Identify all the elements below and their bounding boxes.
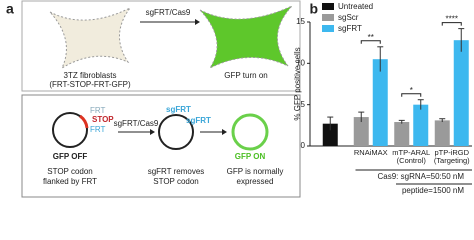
- site-label: FRT: [90, 106, 106, 115]
- state: GFP ON: [235, 152, 266, 161]
- y-axis-label: % GFP positive cells: [293, 47, 302, 120]
- legend-label: Untreated: [338, 2, 373, 11]
- site-label: FRT: [90, 125, 106, 134]
- note: peptide=1500 nM: [402, 186, 464, 195]
- x-tick-label: RNAiMAX: [353, 148, 388, 157]
- cell: [49, 7, 131, 70]
- bar: [372, 59, 388, 147]
- state: GFP OFF: [53, 152, 88, 161]
- legend-label: sgScr: [338, 13, 359, 22]
- legend-swatch: [322, 14, 334, 21]
- treatment: sgFRT/Cas9: [146, 8, 191, 17]
- top-box: [21, 0, 301, 92]
- legend-swatch: [322, 3, 334, 10]
- y-tick-label: 10: [296, 58, 305, 67]
- cell-label: (FRT-STOP-FRT-GFP): [49, 80, 131, 89]
- plasmid: [52, 112, 88, 148]
- legend-swatch: [322, 25, 334, 32]
- bar: [353, 117, 369, 146]
- caption: GFP is normally: [227, 167, 284, 176]
- significance-label: ****: [446, 15, 458, 24]
- caption: flanked by FRT: [43, 177, 97, 186]
- cell-label: 3TZ fibroblasts: [64, 71, 117, 80]
- bar: [322, 123, 338, 146]
- bar: [413, 104, 429, 146]
- arrow-head: [150, 129, 155, 135]
- significance-bracket: [441, 22, 462, 26]
- note: Cas9: sgRNA=50:50 nM: [378, 172, 465, 181]
- caption: expressed: [237, 177, 274, 186]
- y-tick-label: 0: [301, 141, 306, 150]
- caption: STOP codon: [153, 177, 199, 186]
- stop-label: STOP: [92, 115, 114, 124]
- y-tick-label: 15: [296, 17, 305, 26]
- arrow-head: [222, 129, 227, 135]
- significance-label: **: [368, 33, 374, 42]
- treatment: sgFRT/Cas9: [114, 119, 159, 128]
- caption: STOP codon: [47, 167, 93, 176]
- chart: a sgFRT/Cas9 3TZ fibroblasts (FRT-STOP-F…: [6, 0, 472, 198]
- y-tick-label: 5: [301, 100, 306, 109]
- guide-label: sgFRT: [186, 116, 211, 125]
- panel-label: b: [309, 1, 318, 17]
- figure: a sgFRT/Cas9 3TZ fibroblasts (FRT-STOP-F…: [6, 0, 472, 198]
- panel-label: a: [6, 1, 14, 17]
- plasmid: [231, 113, 269, 151]
- plasmid: [158, 114, 194, 150]
- caption: sgFRT removes: [148, 167, 205, 176]
- arrow-head: [195, 19, 200, 25]
- bottom-box: [21, 94, 301, 198]
- guide-label: sgFRT: [166, 105, 191, 114]
- bar: [394, 122, 410, 146]
- stop-site: [79, 114, 89, 129]
- bar: [434, 120, 450, 146]
- bar: [453, 40, 469, 146]
- result: GFP turn on: [224, 71, 267, 80]
- significance-bracket: [360, 40, 381, 44]
- legend-label: sgFRT: [338, 24, 362, 33]
- significance-label: *: [410, 86, 413, 95]
- x-tick-label: pTP-iRGD (Targeting): [433, 148, 470, 165]
- green-cell: [199, 5, 293, 70]
- significance-bracket: [401, 93, 422, 97]
- x-tick-label: mTP-ARAL (Control): [392, 148, 431, 165]
